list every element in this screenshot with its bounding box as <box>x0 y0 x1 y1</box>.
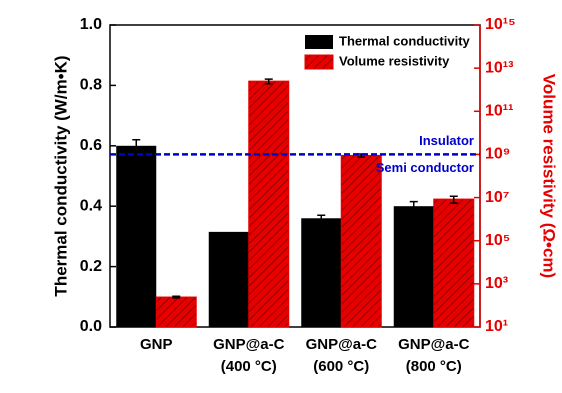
y2-tick-label: 10⁹ <box>485 146 510 163</box>
error-bar <box>264 78 273 85</box>
bar <box>433 198 475 328</box>
legend-label: Thermal conductivity <box>339 33 471 48</box>
bar <box>248 80 290 328</box>
error-bar <box>317 214 326 223</box>
y-tick-label: 0.6 <box>80 137 102 154</box>
error-bar <box>172 295 181 299</box>
x-tick-label: (400 °C) <box>221 358 277 375</box>
error-bar <box>409 200 418 212</box>
x-tick-label: GNP@a-C <box>213 336 284 353</box>
legend-swatch <box>305 35 333 49</box>
bar <box>208 231 249 327</box>
y-axis-title: Thermal conductivity (W/m•K) <box>51 55 70 296</box>
legend-swatch <box>304 54 334 70</box>
x-tick-label: GNP@a-C <box>398 336 469 353</box>
y2-tick-label: 10¹³ <box>485 59 513 76</box>
y-tick-label: 0.0 <box>80 318 102 335</box>
x-tick-label: GNP <box>140 336 173 353</box>
legend-label: Volume resistivity <box>339 53 450 68</box>
error-bar <box>132 139 141 153</box>
x-tick-label: (800 °C) <box>406 358 462 375</box>
y-tick-label: 1.0 <box>80 16 102 33</box>
bar <box>393 206 434 327</box>
y2-tick-label: 10¹ <box>485 318 508 335</box>
y-tick-label: 0.4 <box>80 197 102 214</box>
bar <box>340 154 382 328</box>
annotation: Insulator <box>419 133 474 148</box>
bar <box>116 145 157 327</box>
bar <box>301 218 342 327</box>
y2-axis-title: Volume resistivity (Ω•cm) <box>540 74 559 278</box>
y2-tick-label: 10³ <box>485 275 508 292</box>
y2-tick-label: 10⁵ <box>485 232 510 249</box>
y2-tick-label: 10¹⁵ <box>485 16 516 33</box>
x-tick-label: (600 °C) <box>313 358 369 375</box>
bar <box>155 296 197 328</box>
y-tick-label: 0.2 <box>80 258 102 275</box>
y2-tick-label: 10⁷ <box>485 189 509 206</box>
y2-tick-label: 10¹¹ <box>485 103 513 120</box>
error-bar <box>449 195 458 204</box>
annotation: Semi conductor <box>376 160 474 175</box>
x-tick-label: GNP@a-C <box>306 336 377 353</box>
y-tick-label: 0.8 <box>80 77 102 94</box>
